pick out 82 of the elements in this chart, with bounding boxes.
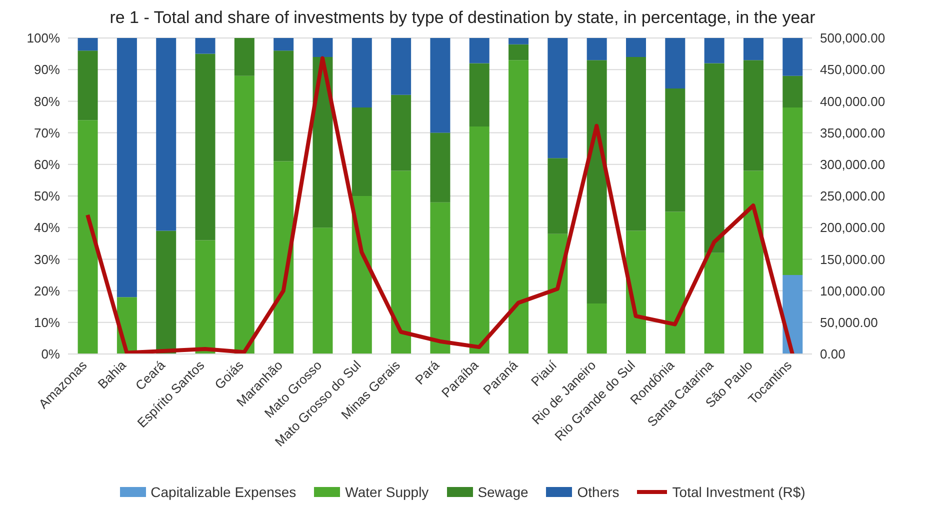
bar [352,196,372,354]
bar [743,60,764,171]
bar [430,38,450,133]
bar [312,38,333,57]
bar [234,76,254,354]
y-tick-label: 60% [34,157,60,172]
bar [312,228,333,354]
line-series [86,56,794,354]
bar [626,230,646,354]
bar [234,38,254,76]
legend-label: Others [577,484,620,500]
bar [78,120,98,354]
bar [352,108,372,196]
bar [78,38,98,51]
bar [469,63,490,126]
legend-label: Capitalizable Expenses [150,484,296,500]
y-tick-label: 40% [34,220,60,236]
y2-tick-label: 350,000.00 [820,125,886,140]
legend-label: Water Supply [345,484,429,500]
y2-tick-label: 50,000.00 [820,315,878,330]
y2-tick-label: 150,000.00 [820,252,886,267]
bar [469,38,490,64]
y2-tick-label: 400,000.00 [820,94,886,109]
chart-title: re 1 - Total and share of investments by type of destination by state, in percentage, in the year [108,8,816,29]
bar [508,38,529,44]
bar [274,38,294,51]
y-tick-label: 10% [34,315,60,330]
bar [586,38,607,60]
bar [704,252,724,354]
y2-tick-label: 500,000.00 [820,30,886,46]
bar [352,38,372,108]
bar [430,132,450,202]
bar [548,38,568,158]
bar [116,38,137,298]
bar [195,240,216,354]
bar [430,202,450,354]
bar [782,108,803,275]
bar [274,161,294,354]
bar [391,170,412,354]
bar [782,76,803,108]
bar [665,88,686,212]
bar [743,38,764,60]
bar [586,60,607,304]
legend-label: Total Investment (R$) [672,484,806,500]
bar [548,158,568,234]
bar [508,44,529,60]
bar [274,50,294,162]
bar [704,38,724,64]
y-tick-label: 50% [34,188,60,204]
bar [391,38,412,95]
bar [508,60,529,354]
bar [626,56,646,231]
y-tick-label: 90% [34,62,60,78]
bar [782,38,803,76]
y2-tick-label: 200,000.00 [820,220,886,236]
y2-tick-label: 0.00 [820,346,846,362]
y-tick-label: 30% [34,252,60,267]
bar [665,38,686,89]
y2-tick-label: 100,000.00 [820,283,886,298]
y-tick-label: 70% [34,125,60,140]
y2-tick-label: 300,000.00 [820,157,886,172]
y-tick-label: 20% [34,283,60,298]
bar [586,303,607,354]
y-tick-label: 80% [34,94,60,109]
bar [704,63,724,253]
bar [469,126,490,354]
bar [391,94,412,171]
bar [156,230,176,354]
bar [195,54,216,240]
y-tick-label: 0% [41,346,60,362]
bar [78,50,98,120]
bar [626,38,646,57]
bar [548,234,568,354]
bar [195,38,216,54]
y2-tick-label: 450,000.00 [820,62,886,78]
bar [665,212,686,354]
bar [782,275,803,354]
bar [743,170,764,354]
bar [156,38,176,231]
legend-label: Sewage [478,484,528,500]
y2-tick-label: 250,000.00 [820,188,886,204]
y-tick-label: 100% [26,30,60,46]
